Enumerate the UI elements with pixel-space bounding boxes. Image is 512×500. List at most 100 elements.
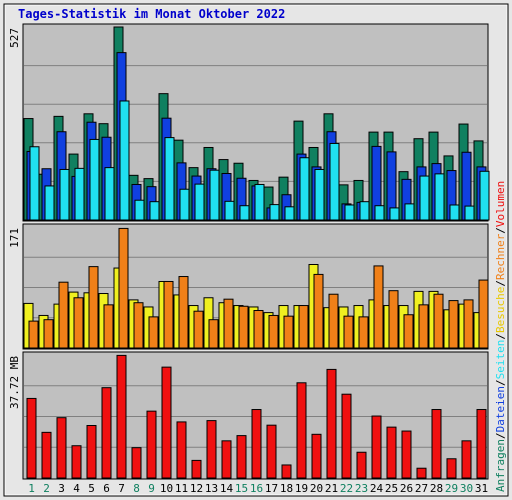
- bar-seiten-day-26: [404, 203, 415, 221]
- bar-rechner-day-16: [253, 309, 264, 349]
- bar-volumen-day-2: [41, 431, 52, 479]
- x-tick-label-day-8: 8: [133, 482, 140, 495]
- chart-panels: [22, 23, 490, 480]
- x-tick-label-day-2: 2: [43, 482, 50, 495]
- bar-rechner-day-26: [403, 314, 414, 349]
- y-scale-label-volume: 37.72 MB: [8, 356, 21, 409]
- bar-volumen-day-30: [461, 440, 472, 479]
- bar-volumen-day-26: [401, 430, 412, 479]
- series-legend: Anfragen/Dateien/Seiten/Besuche/Rechner/…: [494, 181, 507, 492]
- chart-frame: [3, 3, 509, 497]
- legend-separator: /: [494, 379, 507, 386]
- bar-rechner-day-11: [178, 276, 189, 349]
- x-tick-label-day-23: 23: [355, 482, 368, 495]
- bar-seiten-day-7: [119, 100, 130, 221]
- x-tick-label-day-19: 19: [295, 482, 308, 495]
- x-tick-label-day-6: 6: [103, 482, 110, 495]
- x-tick-label-day-15: 15: [235, 482, 248, 495]
- x-tick-label-day-26: 26: [400, 482, 413, 495]
- page-title: Tages-Statistik im Monat Oktober 2022: [18, 7, 286, 21]
- bar-volumen-day-21: [326, 368, 337, 479]
- bar-seiten-day-15: [239, 205, 250, 221]
- bar-volumen-day-17: [266, 424, 277, 479]
- legend-entry-volumen: Volumen: [494, 181, 507, 227]
- bar-volumen-day-18: [281, 464, 292, 479]
- legend-separator: /: [494, 432, 507, 439]
- x-tick-label-day-3: 3: [58, 482, 65, 495]
- bar-rechner-day-20: [313, 273, 324, 349]
- bar-volumen-day-23: [356, 451, 367, 479]
- legend-entry-seiten: Seiten: [494, 340, 507, 380]
- bar-rechner-day-27: [418, 304, 429, 349]
- bar-volumen-day-4: [71, 445, 82, 479]
- bar-seiten-day-22: [344, 204, 355, 221]
- bar-volumen-day-16: [251, 409, 262, 479]
- bar-seiten-day-13: [209, 169, 220, 221]
- y-axis-scale-labels: 527 171 37.72 MB: [8, 28, 21, 409]
- bar-volumen-day-3: [56, 417, 67, 479]
- bar-rechner-day-2: [43, 319, 54, 349]
- bar-seiten-day-21: [329, 142, 340, 221]
- bar-seiten-day-3: [59, 168, 70, 221]
- x-tick-label-day-11: 11: [175, 482, 188, 495]
- panel-hits: [22, 23, 490, 222]
- bar-seiten-day-23: [359, 201, 370, 221]
- bar-rechner-day-8: [133, 302, 144, 349]
- bar-volumen-day-27: [416, 467, 427, 479]
- x-tick-label-day-17: 17: [265, 482, 278, 495]
- bar-seiten-day-9: [149, 201, 160, 221]
- bar-seiten-day-29: [449, 204, 460, 221]
- bar-seiten-day-30: [464, 205, 475, 221]
- panel-volume: [22, 351, 489, 480]
- bar-rechner-day-25: [388, 290, 399, 349]
- bar-volumen-day-6: [101, 387, 112, 479]
- y-scale-label-hits: 527: [8, 28, 21, 48]
- bar-seiten-day-5: [89, 138, 100, 221]
- bar-rechner-day-15: [238, 305, 249, 349]
- bar-rechner-day-30: [463, 299, 474, 349]
- x-tick-label-day-22: 22: [340, 482, 353, 495]
- x-tick-label-day-13: 13: [205, 482, 218, 495]
- x-tick-label-day-10: 10: [160, 482, 173, 495]
- x-tick-label-day-4: 4: [73, 482, 80, 495]
- bar-volumen-day-19: [296, 382, 307, 479]
- x-tick-label-day-1: 1: [28, 482, 35, 495]
- x-tick-label-day-25: 25: [385, 482, 398, 495]
- bar-rechner-day-13: [208, 319, 219, 349]
- x-tick-label-day-21: 21: [325, 482, 338, 495]
- bar-volumen-day-20: [311, 433, 322, 479]
- legend-entry-anfragen: Anfragen: [494, 439, 507, 492]
- bar-seiten-day-28: [434, 173, 445, 221]
- legend-entry-rechner: Rechner: [494, 233, 507, 280]
- bar-volumen-day-11: [176, 421, 187, 479]
- bar-volumen-day-5: [86, 425, 97, 479]
- bar-seiten-day-17: [269, 204, 280, 221]
- x-tick-label-day-14: 14: [220, 482, 234, 495]
- bar-volumen-day-25: [386, 426, 397, 479]
- legend-separator: /: [494, 227, 507, 234]
- bar-seiten-day-4: [74, 167, 85, 221]
- x-tick-label-day-9: 9: [148, 482, 155, 495]
- bar-seiten-day-2: [44, 185, 55, 221]
- bar-rechner-day-1: [28, 320, 39, 349]
- bar-seiten-day-16: [254, 183, 265, 221]
- bar-seiten-day-20: [314, 168, 325, 221]
- bar-rechner-day-29: [448, 300, 459, 349]
- chart-frame-highlight: [4, 4, 508, 496]
- bar-seiten-day-19: [299, 157, 310, 221]
- legend-separator: /: [494, 333, 507, 340]
- x-axis-labels: 1 2 3 4 5 6 7 8 9 10 11 12 13 14 15 16 17 18 19 20 21 22 23 24 2…: [28, 482, 488, 495]
- bar-seiten-day-8: [134, 199, 145, 221]
- bar-seiten-day-6: [104, 167, 115, 221]
- bar-seiten-day-18: [284, 206, 295, 221]
- bar-rechner-day-14: [223, 298, 234, 349]
- x-tick-label-day-12: 12: [190, 482, 203, 495]
- x-tick-label-day-5: 5: [88, 482, 95, 495]
- bar-volumen-day-1: [26, 397, 37, 479]
- x-tick-label-day-18: 18: [280, 482, 293, 495]
- bar-seiten-day-25: [389, 207, 400, 221]
- bar-rechner-day-22: [343, 315, 354, 349]
- bar-volumen-day-14: [221, 440, 232, 479]
